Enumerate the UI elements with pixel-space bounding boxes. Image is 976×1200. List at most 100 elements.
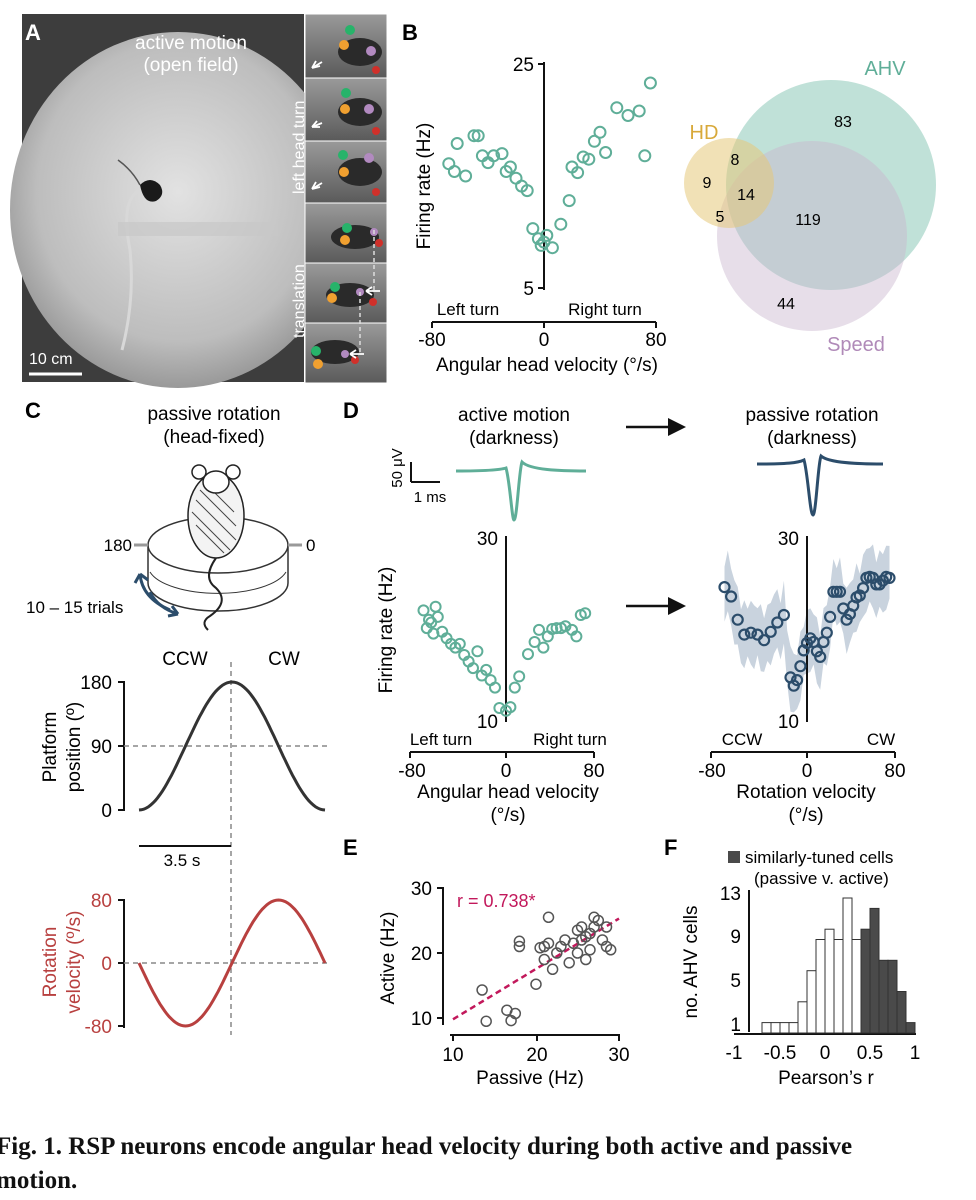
f-legend-line-2: (passive v. active) [754, 869, 889, 888]
d-active-data-point [559, 620, 572, 633]
e-ylabel: Active (Hz) [378, 912, 399, 1005]
e-ytick-10: 10 [411, 1009, 432, 1030]
d-passive-data-point [744, 626, 758, 639]
d-passive-data-point [738, 628, 751, 641]
d-passive-data-point [797, 644, 810, 657]
f-histogram-bar [770, 1022, 781, 1034]
d-active-data-point [546, 623, 559, 635]
b-data-point [562, 194, 576, 208]
arrow-icon [349, 349, 364, 359]
d-left-turn: Left turn [410, 730, 472, 749]
e-data-point [604, 944, 617, 956]
d-right-turn: Right turn [533, 730, 607, 749]
c-ccw: CCW [162, 649, 207, 670]
d-active-title-1: active motion [458, 405, 570, 426]
e-data-point [509, 1007, 522, 1020]
f-xtick-neg1: -1 [726, 1043, 743, 1064]
b-data-point [587, 134, 601, 148]
b-data-point [545, 241, 559, 255]
d-active-data-point [471, 645, 484, 658]
b-data-point [447, 165, 461, 178]
d-active-data-point [528, 636, 541, 648]
e-data-point [592, 914, 605, 927]
e-data-point [542, 911, 555, 924]
d-active-xlabel-2: (°/s) [490, 805, 525, 826]
scale-bar-label: 10 cm [29, 351, 73, 368]
b-data-point [526, 222, 540, 236]
arrow-icon [365, 286, 380, 296]
f-histogram-bar [824, 928, 835, 1034]
b-data-point [599, 146, 613, 159]
f-histogram-bar [815, 939, 826, 1034]
f-histogram-bar [788, 1022, 799, 1034]
d-active-data-point [508, 681, 521, 694]
e-ytick-30: 30 [411, 879, 432, 900]
f-ytick-5: 5 [730, 971, 741, 992]
b-data-point [621, 109, 635, 122]
d-ccw: CCW [722, 730, 763, 749]
d-passive-data-point [814, 650, 827, 664]
e-data-point [538, 953, 551, 966]
d-scale-voltage: 50 μV [389, 448, 406, 488]
d-passive-waveform [756, 453, 884, 517]
e-scatter-points [476, 911, 617, 1028]
c-vel-ytick-neg80: -80 [85, 1017, 112, 1038]
b-ytick-5: 5 [523, 279, 534, 300]
d-passive-data-point [731, 613, 744, 626]
e-data-point [530, 978, 542, 990]
d-active-data-point [489, 681, 501, 694]
d-active-waveform [455, 459, 587, 522]
b-data-point [467, 129, 481, 143]
e-xtick-20: 20 [526, 1045, 547, 1066]
d-active-xtick-neg80: -80 [398, 761, 425, 782]
f-xlabel: Pearson’s r [778, 1068, 874, 1089]
b-data-point [554, 217, 568, 231]
e-data-point [580, 953, 592, 966]
d-active-data-point [522, 648, 534, 661]
d-active-data-point [493, 702, 506, 714]
venn-count-speed-only: 44 [777, 296, 795, 313]
d-passive-ytick-10: 10 [778, 712, 799, 733]
f-xtick-1: 1 [910, 1043, 921, 1064]
e-regression-line [452, 917, 620, 1021]
arena-floor [10, 32, 346, 388]
b-data-point [593, 125, 607, 139]
e-data-point [513, 935, 526, 948]
panel-letter-b: B [402, 20, 418, 45]
d-passive-title-2: (darkness) [767, 428, 857, 449]
e-data-point [480, 1015, 492, 1028]
arrow-icon [311, 181, 323, 190]
panel-letter-c: C [25, 398, 41, 423]
c-pos-ytick-90: 90 [91, 737, 112, 758]
label-translation: translation [291, 264, 308, 338]
panel-a-title-2: (open field) [143, 55, 238, 76]
c-vel-ylabel-2: velocity (º/s) [64, 910, 85, 1013]
c-time-bar-label: 3.5 s [164, 851, 201, 870]
f-xtick-neg05: -0.5 [764, 1043, 797, 1064]
c-vel-ytick-80: 80 [91, 891, 112, 912]
b-data-point [540, 228, 554, 242]
e-r-value: r = 0.738* [457, 891, 536, 911]
b-ytick-25: 25 [513, 55, 534, 76]
e-data-point [563, 957, 575, 969]
d-active-data-point [431, 610, 444, 623]
c-title-1: passive rotation [147, 404, 280, 425]
b-data-point [509, 171, 523, 185]
f-histogram-bar [806, 970, 817, 1034]
e-data-point [476, 984, 488, 996]
panel-c: C passive rotation (head-fixed) 180 0 10… [25, 398, 330, 1038]
d-active-data-point [570, 630, 583, 643]
b-xtick-0: 0 [539, 330, 550, 351]
e-data-point [542, 937, 555, 950]
e-data-point [513, 940, 526, 953]
d-passive-data-point [724, 590, 738, 603]
caption-text-1: RSP neurons encode angular head velocity… [68, 1133, 853, 1160]
f-ylabel: no. AHV cells [681, 906, 702, 1019]
d-passive-data-point [820, 626, 833, 639]
d-passive-title-1: passive rotation [745, 405, 878, 426]
d-passive-data-point [757, 634, 771, 647]
venn-count-hd-ahv: 8 [731, 152, 740, 169]
rotation-arrow-icon [148, 591, 179, 616]
d-passive-ytick-30: 30 [778, 529, 799, 550]
b-xtick-80: 80 [645, 330, 666, 351]
